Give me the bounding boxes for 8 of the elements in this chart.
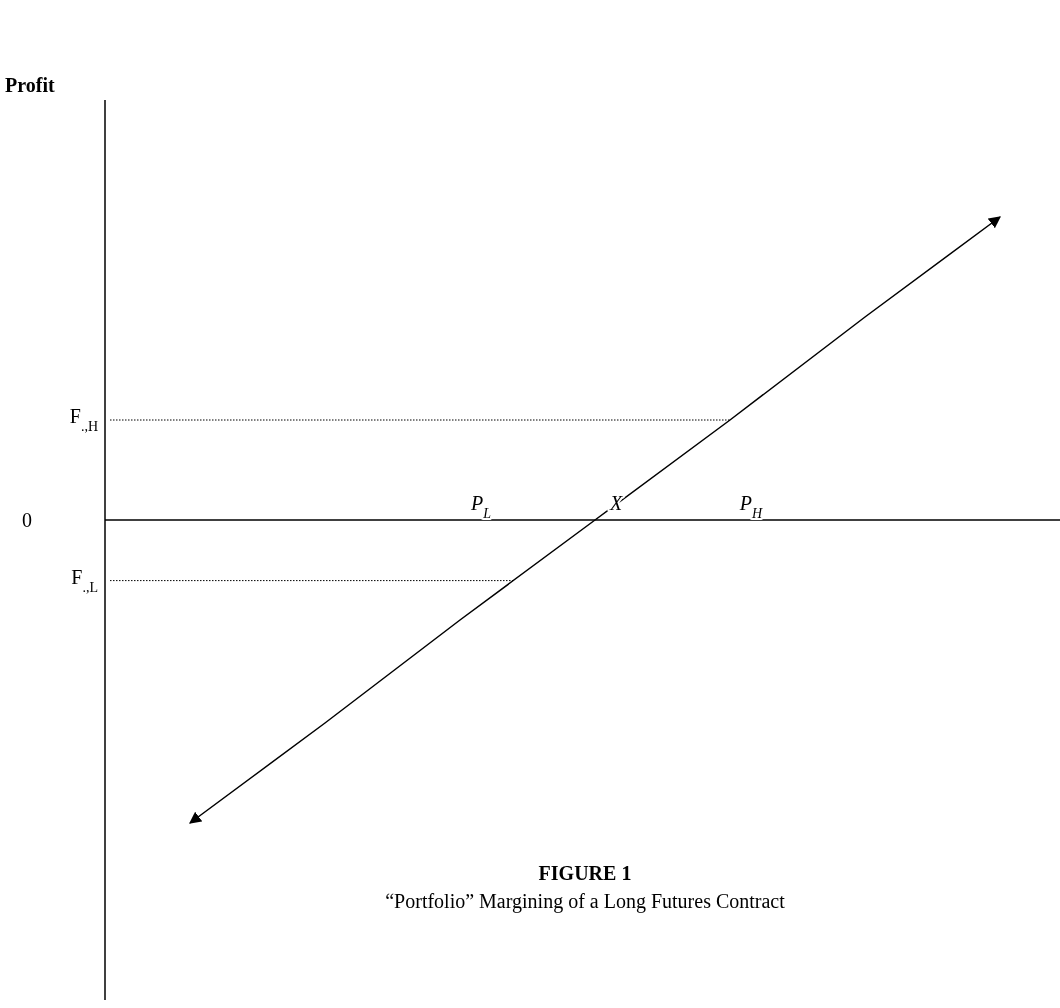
text: Profit [5, 74, 55, 96]
ref-line-label: F$_{.,H}$ [69, 405, 98, 434]
text: 0 [22, 509, 32, 531]
ref-line-label: F$_{.,L}$ [71, 565, 98, 595]
text: “Portfolio” Margining of a Long Futures Contract [385, 890, 786, 913]
x-tick-label: P$_{H}$ [738, 492, 764, 521]
x-tick-label: P$_{L}$ [469, 492, 492, 521]
text: FIGURE 1 [538, 862, 632, 884]
